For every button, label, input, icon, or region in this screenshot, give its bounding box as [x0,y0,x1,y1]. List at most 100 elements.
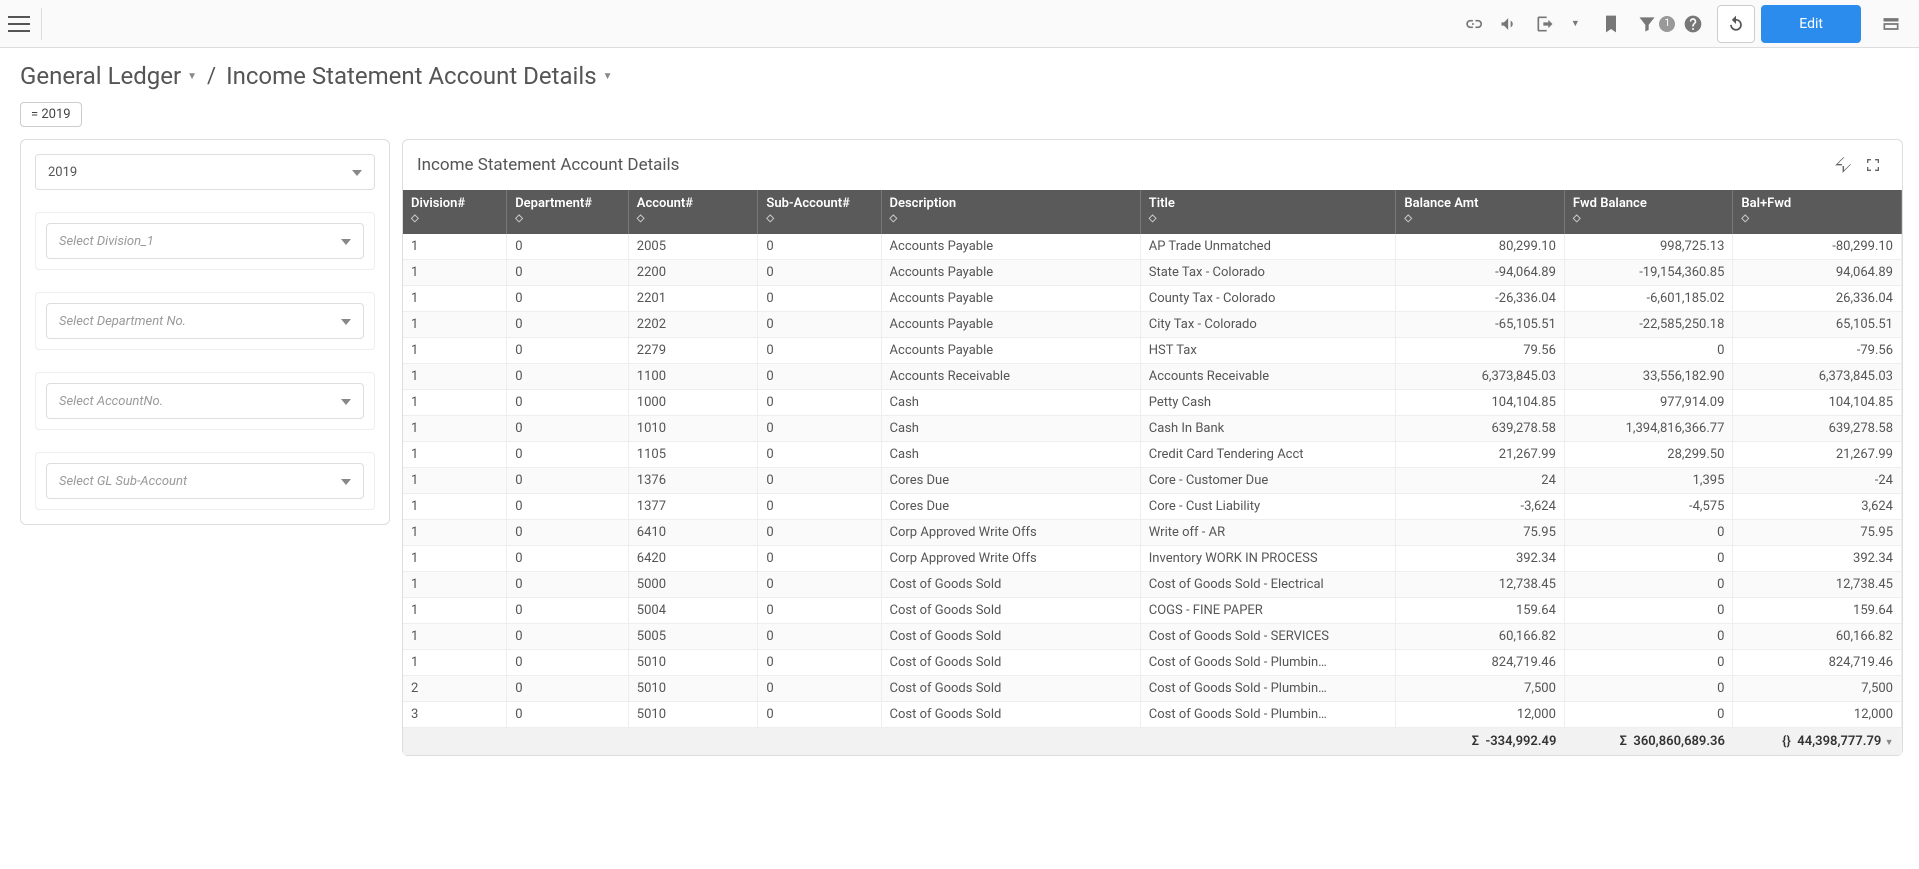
column-header[interactable]: Division#◇ [403,190,507,234]
table-row[interactable]: 1050100Cost of Goods SoldCost of Goods S… [403,650,1902,676]
table-cell: City Tax - Colorado [1140,312,1396,338]
table-cell: 392.34 [1396,546,1565,572]
bookmark-icon[interactable] [1593,6,1629,42]
chevron-down-icon[interactable]: ▼ [1885,738,1894,748]
table-row[interactable]: 1010100CashCash In Bank639,278.581,394,8… [403,416,1902,442]
account-select[interactable]: Select AccountNo. [46,383,364,419]
table-cell: 75.95 [1396,520,1565,546]
filter-chip[interactable]: = 2019 [20,102,82,127]
table-cell: 26,336.04 [1733,286,1902,312]
table-cell: County Tax - Colorado [1140,286,1396,312]
sort-icon[interactable]: ◇ [890,213,1132,224]
table-row[interactable]: 1064100Corp Approved Write OffsWrite off… [403,520,1902,546]
table-cell: Cost of Goods Sold [881,676,1140,702]
table-row[interactable]: 1050050Cost of Goods SoldCost of Goods S… [403,624,1902,650]
table-cell: 1100 [628,364,758,390]
table-cell: 5005 [628,624,758,650]
table-cell: 1 [403,364,507,390]
table-cell: 33,556,182.90 [1564,364,1733,390]
table-cell: 1 [403,650,507,676]
table-row[interactable]: 1022000Accounts PayableState Tax - Color… [403,260,1902,286]
table-row[interactable]: 1011050CashCredit Card Tendering Acct21,… [403,442,1902,468]
sort-icon[interactable]: ◇ [1741,213,1893,224]
column-header[interactable]: Bal+Fwd◇ [1733,190,1902,234]
department-select[interactable]: Select Department No. [46,303,364,339]
export-caret-icon[interactable]: ▼ [1557,6,1593,42]
sort-icon[interactable]: ◇ [637,213,750,224]
table-cell: 0 [758,260,881,286]
sort-icon[interactable]: ◇ [766,213,872,224]
sort-icon[interactable]: ◇ [1573,213,1725,224]
subaccount-select[interactable]: Select GL Sub-Account [46,463,364,499]
sort-icon[interactable]: ◇ [1404,213,1556,224]
table-cell: 104,104.85 [1733,390,1902,416]
table-cell: 21,267.99 [1396,442,1565,468]
table-cell: Cost of Goods Sold - Plumbin… [1140,676,1396,702]
breadcrumb-level1[interactable]: General Ledger ▼ [20,62,197,90]
table-row[interactable]: 2050100Cost of Goods SoldCost of Goods S… [403,676,1902,702]
table-row[interactable]: 1020050Accounts PayableAP Trade Unmatche… [403,234,1902,260]
drawer-icon[interactable] [1873,6,1909,42]
table-cell: -19,154,360.85 [1564,260,1733,286]
column-header[interactable]: Title◇ [1140,190,1396,234]
column-header[interactable]: Balance Amt◇ [1396,190,1565,234]
help-icon[interactable] [1675,6,1711,42]
table-cell: Accounts Payable [881,234,1140,260]
download-arrow-icon[interactable] [1828,150,1858,180]
table-row[interactable]: 3050100Cost of Goods SoldCost of Goods S… [403,702,1902,728]
table-cell: 5010 [628,650,758,676]
table-cell: Cash In Bank [1140,416,1396,442]
table-row[interactable]: 1050000Cost of Goods SoldCost of Goods S… [403,572,1902,598]
edit-button[interactable]: Edit [1761,5,1861,43]
breadcrumb-level2[interactable]: Income Statement Account Details ▼ [226,62,612,90]
table-cell: 0 [507,572,629,598]
table-row[interactable]: 1022020Accounts PayableCity Tax - Colora… [403,312,1902,338]
column-header[interactable]: Fwd Balance◇ [1564,190,1733,234]
fullscreen-icon[interactable] [1858,150,1888,180]
table-cell: 0 [507,650,629,676]
table-cell: 1377 [628,494,758,520]
table-row[interactable]: 1064200Corp Approved Write OffsInventory… [403,546,1902,572]
menu-icon[interactable] [10,8,42,40]
table-cell: State Tax - Colorado [1140,260,1396,286]
table-cell: Cores Due [881,494,1140,520]
announce-icon[interactable] [1491,6,1527,42]
sort-icon[interactable]: ◇ [515,213,620,224]
column-header[interactable]: Sub-Account#◇ [758,190,881,234]
year-select[interactable]: 2019 [35,154,375,190]
sigma-icon: Σ [1620,734,1627,749]
department-select-placeholder: Select Department No. [59,314,186,329]
table-cell: 2279 [628,338,758,364]
table-cell: COGS - FINE PAPER [1140,598,1396,624]
table-cell: 0 [758,312,881,338]
table-row[interactable]: 1050040Cost of Goods SoldCOGS - FINE PAP… [403,598,1902,624]
link-icon[interactable] [1455,6,1491,42]
table-row[interactable]: 1013770Cores DueCore - Cust Liability-3,… [403,494,1902,520]
table-cell: 0 [758,598,881,624]
table-row[interactable]: 1010000CashPetty Cash104,104.85977,914.0… [403,390,1902,416]
table-cell: 60,166.82 [1396,624,1565,650]
table-cell: Cost of Goods Sold - SERVICES [1140,624,1396,650]
table-row[interactable]: 1013760Cores DueCore - Customer Due241,3… [403,468,1902,494]
column-header[interactable]: Description◇ [881,190,1140,234]
column-header[interactable]: Account#◇ [628,190,758,234]
balance-total: -334,992.49 [1485,734,1556,749]
sort-icon[interactable]: ◇ [411,213,498,224]
sort-icon[interactable]: ◇ [1149,213,1388,224]
table-cell: -94,064.89 [1396,260,1565,286]
table-row[interactable]: 1022010Accounts PayableCounty Tax - Colo… [403,286,1902,312]
table-row[interactable]: 1022790Accounts PayableHST Tax79.560-79.… [403,338,1902,364]
balfwd-total: 44,398,777.79 [1797,734,1881,749]
table-cell: 0 [758,364,881,390]
table-cell: 0 [758,416,881,442]
filter-sidebar: 2019 Select Division_1 Select Department… [20,139,390,525]
table-cell: Inventory WORK IN PROCESS [1140,546,1396,572]
reload-button[interactable] [1717,5,1755,43]
table-cell: 6420 [628,546,758,572]
column-header[interactable]: Department# ◇ [507,190,629,234]
chevron-down-icon: ▼ [603,71,613,82]
table-row[interactable]: 1011000Accounts ReceivableAccounts Recei… [403,364,1902,390]
division-select[interactable]: Select Division_1 [46,223,364,259]
table-cell: 0 [507,338,629,364]
column-label: Department# [515,196,592,211]
